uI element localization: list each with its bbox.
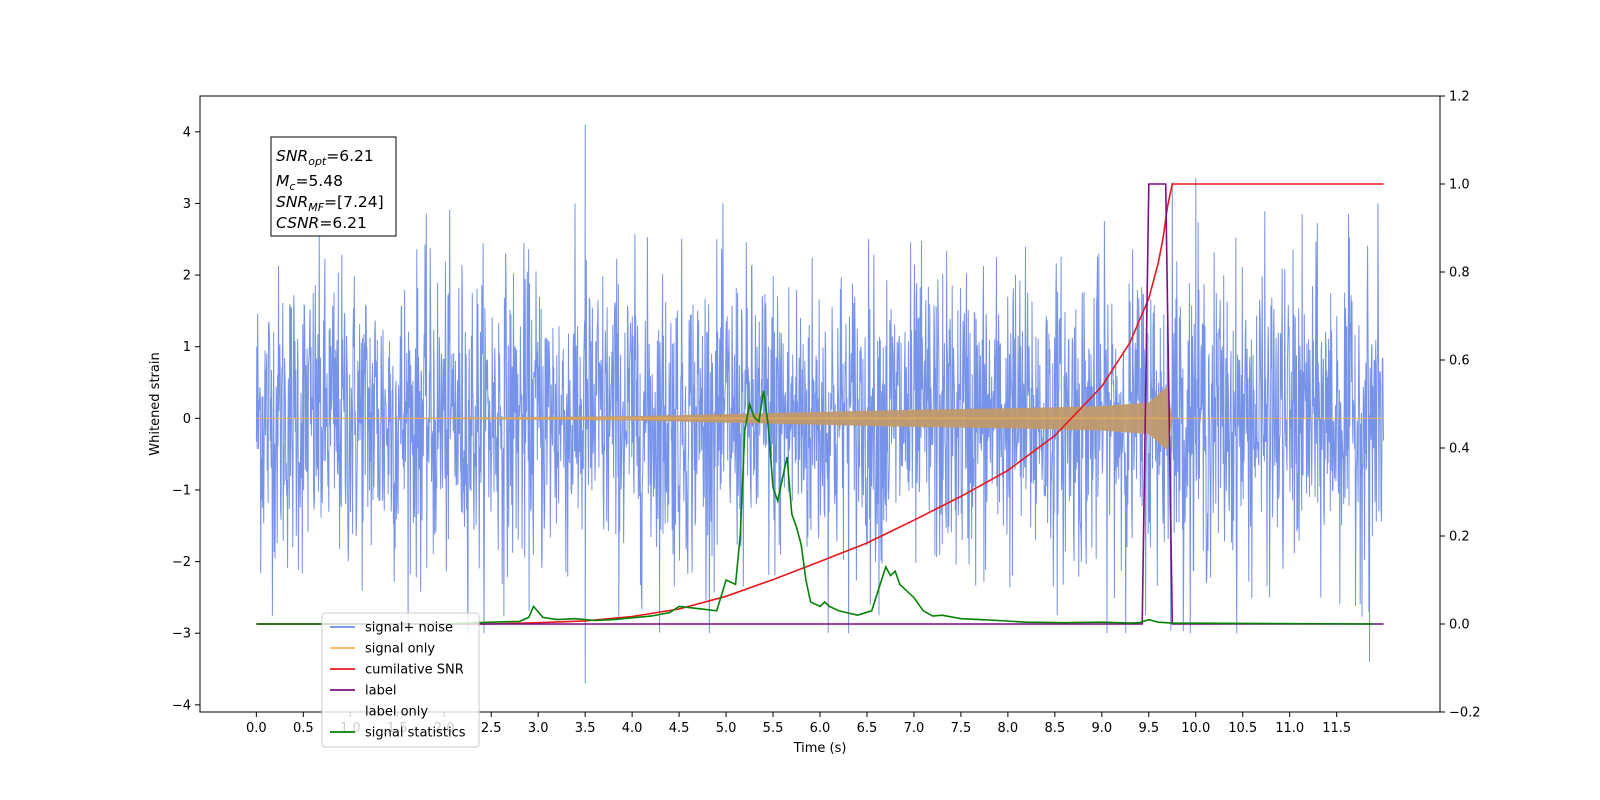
x-tick-label: 3.0 [528, 721, 549, 736]
y-tick-label-right: 0.4 [1449, 442, 1470, 457]
annotation-csnr-value: 6.21 [332, 214, 367, 232]
y-tick-label-right: 0.8 [1449, 266, 1470, 281]
y-tick-label-left: −1 [172, 483, 191, 498]
series-signal-statistics [256, 390, 1375, 625]
legend-label: cumilative SNR [365, 663, 464, 678]
x-tick-label: 4.5 [669, 721, 690, 736]
x-tick-label: 5.0 [716, 721, 737, 736]
y-tick-label-right: 1.0 [1449, 178, 1470, 193]
legend: signal+ noise signal only cumilative SNR la… [321, 612, 480, 748]
legend-label: signal only [365, 642, 435, 657]
y-axis-label-left: Whitened strain [148, 352, 163, 455]
metrics-annotation-box: SNRopt=6.21 Mc=5.48 SNRMF=[7.24] CSNR=6.… [270, 136, 397, 237]
x-tick-label: 11.0 [1275, 721, 1304, 736]
x-tick-label: 10.5 [1228, 721, 1257, 736]
annotation-snr-opt-value: 6.21 [339, 147, 374, 165]
legend-label: label [365, 684, 396, 699]
x-tick-label: 0.0 [246, 721, 267, 736]
x-tick-label: 9.5 [1138, 721, 1159, 736]
annotation-mc-value: 5.48 [308, 172, 343, 190]
x-tick-label: 9.0 [1091, 721, 1112, 736]
y-tick-label-right: 0.0 [1449, 618, 1470, 633]
x-axis-label: Time (s) [793, 741, 847, 756]
y-tick-label-left: 0 [183, 412, 191, 427]
plot-area [255, 124, 1385, 684]
y-tick-label-left: 1 [183, 340, 191, 355]
x-tick-label: 6.5 [857, 721, 878, 736]
series-cumilative-snr [256, 183, 1384, 625]
annotation-frame [270, 136, 397, 237]
legend-frame [321, 612, 480, 748]
annotation-snr-mf-value: [7.24] [337, 193, 384, 211]
x-tick-label: 8.0 [998, 721, 1019, 736]
y-tick-label-left: 2 [183, 269, 191, 284]
y-tick-label-right: 0.6 [1449, 354, 1470, 369]
legend-label: signal statistics [365, 726, 466, 741]
y-tick-label-left: 3 [183, 197, 191, 212]
x-tick-label: 7.0 [904, 721, 925, 736]
y-tick-label-left: −4 [172, 698, 191, 713]
annotation-csnr: CSNR=6.21 [276, 214, 367, 232]
x-tick-label: 8.5 [1045, 721, 1066, 736]
x-tick-label: 7.5 [951, 721, 972, 736]
y-tick-label-right: −0.2 [1449, 706, 1481, 721]
legend-label: label only [365, 705, 428, 720]
x-tick-label: 10.0 [1181, 721, 1210, 736]
y-tick-label-left: 4 [183, 125, 191, 140]
x-tick-label: 0.5 [293, 721, 314, 736]
legend-label: signal+ noise [365, 621, 453, 636]
series-signal-noise [255, 124, 1385, 684]
y-tick-label-right: 0.2 [1449, 530, 1470, 545]
x-tick-label: 4.0 [622, 721, 643, 736]
x-tick-label: 11.5 [1322, 721, 1351, 736]
x-tick-label: 2.5 [481, 721, 502, 736]
annotation-snr-mf: SNRMF=[7.24] [276, 193, 384, 214]
x-tick-label: 6.0 [810, 721, 831, 736]
annotation-mc: Mc=5.48 [276, 172, 343, 193]
y-tick-label-left: −2 [172, 555, 191, 570]
annotation-snr-opt: SNRopt=6.21 [276, 147, 374, 168]
x-tick-label: 3.5 [575, 721, 596, 736]
y-tick-label-right: 1.2 [1449, 90, 1470, 105]
x-tick-label: 5.5 [763, 721, 784, 736]
y-tick-label-left: −3 [172, 627, 191, 642]
